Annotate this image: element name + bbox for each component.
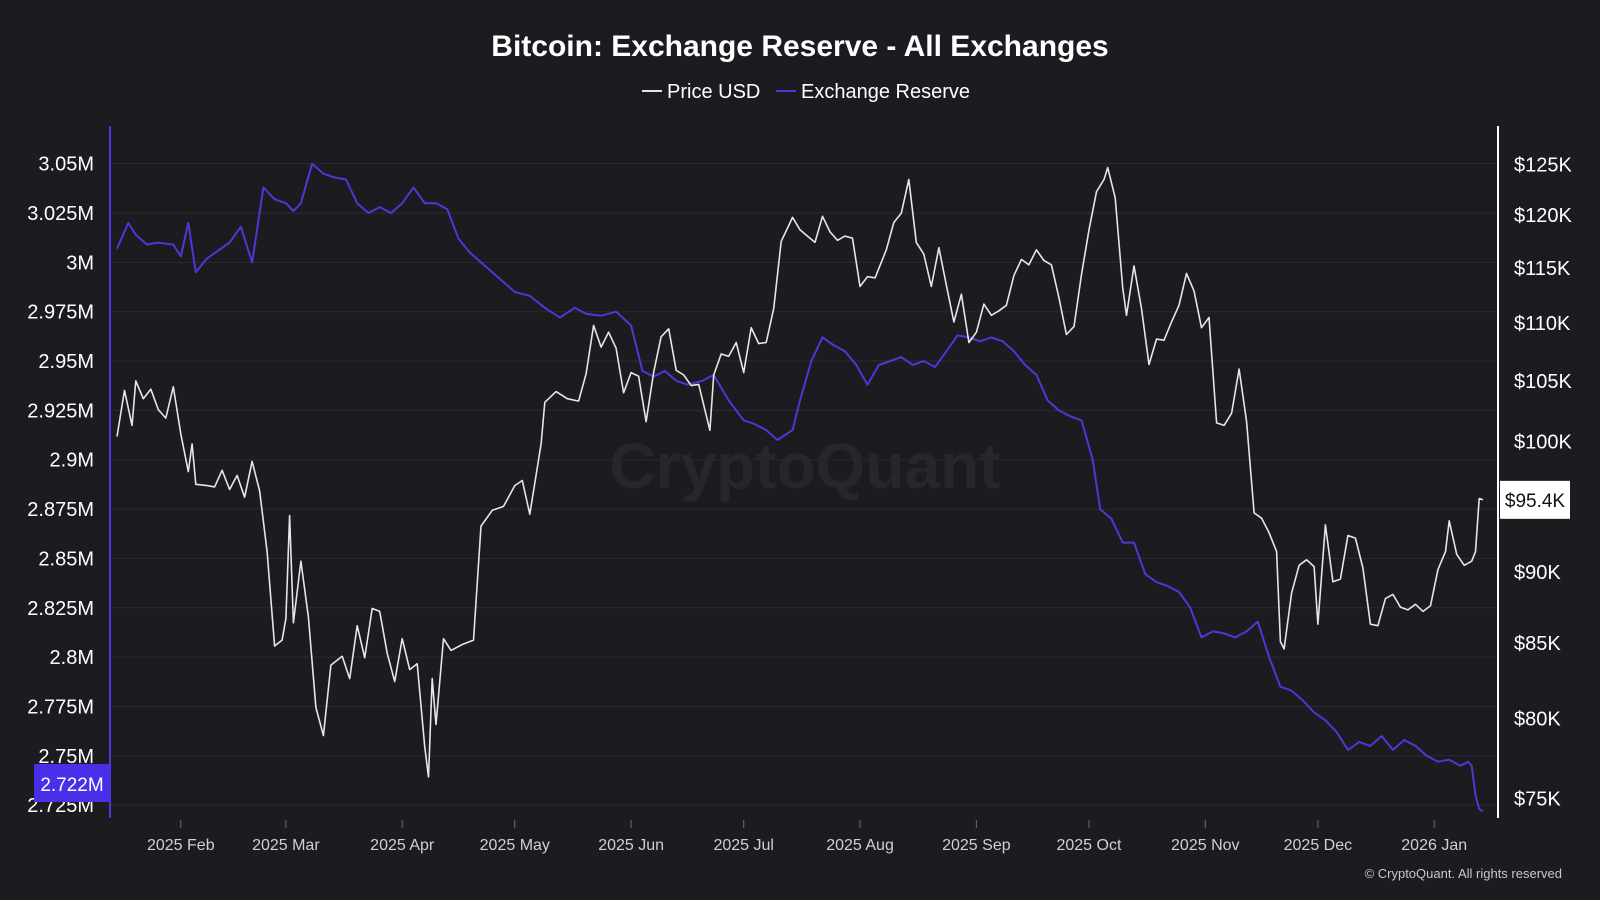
left-tick-label: 3M (66, 252, 94, 274)
reserve-current-badge: 2.722M (34, 764, 110, 802)
right-tick-label: $120K (1514, 205, 1572, 227)
right-tick-label: $90K (1514, 562, 1561, 584)
left-tick-label: 2.875M (27, 499, 94, 521)
x-tick-label: 2025 Apr (370, 837, 435, 854)
right-tick-label: $110K (1514, 313, 1571, 335)
left-tick-label: 2.9M (50, 450, 94, 472)
x-tick-label: 2025 Dec (1284, 837, 1353, 854)
left-tick-label: 3.05M (38, 154, 94, 176)
chart-title: Bitcoin: Exchange Reserve - All Exchange… (491, 30, 1108, 63)
x-tick-label: 2025 Feb (147, 837, 215, 854)
watermark: CryptoQuant (609, 430, 1000, 502)
x-tick-label: 2025 Nov (1171, 837, 1240, 854)
right-tick-label: $105K (1514, 371, 1572, 393)
legend[interactable]: Price USD Exchange Reserve (642, 81, 970, 103)
x-tick-label: 2025 Jul (713, 837, 774, 854)
left-tick-label: 2.775M (27, 696, 94, 718)
x-tick-label: 2025 Mar (252, 837, 320, 854)
x-tick-label: 2025 Jun (598, 837, 664, 854)
legend-reserve-label[interactable]: Exchange Reserve (801, 81, 970, 103)
x-tick-label: 2025 May (480, 837, 550, 854)
right-tick-label: $115K (1514, 258, 1571, 280)
left-axis-ticks: 2.725M2.75M2.775M2.8M2.825M2.85M2.875M2.… (27, 154, 94, 817)
left-tick-label: 3.025M (27, 203, 94, 225)
x-tick-label: 2025 Oct (1056, 837, 1121, 854)
left-tick-label: 2.825M (27, 598, 94, 620)
reserve-badge-label: 2.722M (40, 775, 103, 796)
legend-price-label[interactable]: Price USD (667, 81, 760, 103)
price-badge-label: $95.4K (1505, 491, 1566, 512)
left-tick-label: 2.975M (27, 302, 94, 324)
left-tick-label: 2.95M (38, 351, 94, 373)
left-tick-label: 2.75M (38, 746, 94, 768)
right-tick-label: $100K (1514, 431, 1572, 453)
x-tick-label: 2025 Sep (942, 837, 1011, 854)
x-tick-label: 2026 Jan (1401, 837, 1467, 854)
series-line-exchange-reserve (116, 162, 1484, 812)
right-tick-label: $85K (1514, 633, 1561, 655)
left-tick-label: 2.925M (27, 400, 94, 422)
reserve-badge-bg (34, 764, 110, 802)
copyright: © CryptoQuant. All rights reserved (1365, 866, 1562, 881)
right-axis-ticks: $75K $80K $85K $90K $95.4K $100K $105K $110K $11… (1500, 155, 1572, 810)
price-badge-bg (1500, 480, 1570, 519)
right-tick-label: $75K (1514, 788, 1561, 810)
x-axis-ticks: 2025 Feb 2025 Mar 2025 Apr 2025 May 2025 Jun… (147, 820, 1467, 854)
right-tick-label: $125K (1514, 155, 1572, 177)
left-tick-label: 2.8M (50, 647, 94, 669)
left-tick-label: 2.85M (38, 548, 94, 570)
x-tick-label: 2025 Aug (826, 837, 894, 854)
grid (112, 163, 1496, 806)
series-line-price-usd (116, 166, 1484, 778)
right-tick-label: $80K (1514, 708, 1561, 730)
